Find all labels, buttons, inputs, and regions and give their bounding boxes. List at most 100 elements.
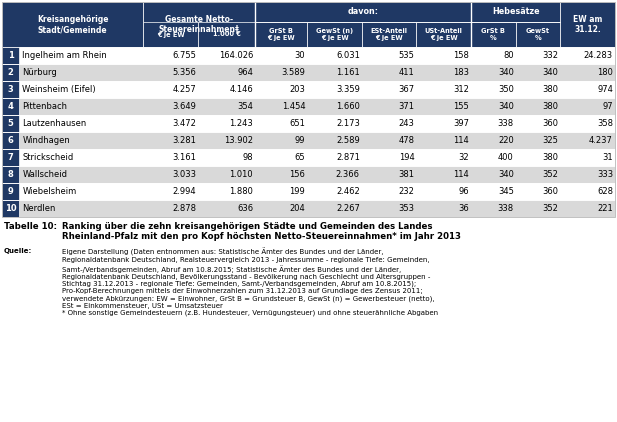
Text: 164.026: 164.026 xyxy=(219,51,253,60)
Bar xyxy=(2,166,19,183)
Text: 114: 114 xyxy=(453,170,469,179)
Text: Lautzenhausen: Lautzenhausen xyxy=(22,119,86,128)
Text: 2.267: 2.267 xyxy=(336,204,360,213)
Text: 4.257: 4.257 xyxy=(172,85,196,94)
Text: 352: 352 xyxy=(542,170,558,179)
Text: 345: 345 xyxy=(498,187,514,196)
Text: Strickscheid: Strickscheid xyxy=(22,153,73,162)
Bar xyxy=(2,64,615,81)
Bar xyxy=(144,22,198,47)
Text: 204: 204 xyxy=(289,204,305,213)
Text: Tabelle 10:: Tabelle 10: xyxy=(4,222,57,231)
Bar xyxy=(2,149,19,166)
Text: 1.000 €: 1.000 € xyxy=(213,32,241,38)
Text: Wiebelsheim: Wiebelsheim xyxy=(22,187,77,196)
Text: Hebesätze: Hebesätze xyxy=(492,8,539,16)
Text: 312: 312 xyxy=(453,85,469,94)
Text: 98: 98 xyxy=(242,153,253,162)
Bar xyxy=(2,2,615,217)
Text: 371: 371 xyxy=(399,102,415,111)
Text: 1.454: 1.454 xyxy=(281,102,305,111)
Text: 3.033: 3.033 xyxy=(172,170,196,179)
Text: 478: 478 xyxy=(399,136,415,145)
Text: Eigene Darstellung (Daten entnommen aus: Statistische Ämter des Bundes und der L: Eigene Darstellung (Daten entnommen aus:… xyxy=(62,248,438,316)
Text: 199: 199 xyxy=(289,187,305,196)
Text: 32: 32 xyxy=(458,153,469,162)
Text: 96: 96 xyxy=(458,187,469,196)
Text: 636: 636 xyxy=(237,204,253,213)
Text: 2.871: 2.871 xyxy=(336,153,360,162)
Text: 651: 651 xyxy=(289,119,305,128)
Bar xyxy=(2,81,615,98)
Text: 360: 360 xyxy=(542,187,558,196)
Text: 358: 358 xyxy=(597,119,613,128)
Text: Nerdlen: Nerdlen xyxy=(22,204,56,213)
Text: EW am
31.12.: EW am 31.12. xyxy=(573,15,602,34)
Text: Ingelheim am Rhein: Ingelheim am Rhein xyxy=(22,51,107,60)
Bar xyxy=(362,22,416,47)
Bar xyxy=(2,81,19,98)
Bar xyxy=(416,22,471,47)
Text: 2.994: 2.994 xyxy=(172,187,196,196)
Bar xyxy=(2,98,19,115)
Text: 7: 7 xyxy=(8,153,14,162)
Text: Kreisangehörige
Stadt/Gemeinde: Kreisangehörige Stadt/Gemeinde xyxy=(37,15,109,34)
Text: 974: 974 xyxy=(597,85,613,94)
Text: 220: 220 xyxy=(498,136,514,145)
Text: 340: 340 xyxy=(498,102,514,111)
Text: 400: 400 xyxy=(498,153,514,162)
Bar xyxy=(2,183,19,200)
Text: 352: 352 xyxy=(542,204,558,213)
Bar xyxy=(2,115,615,132)
Text: 36: 36 xyxy=(458,204,469,213)
Bar xyxy=(307,22,362,47)
Text: 340: 340 xyxy=(498,68,514,77)
Text: 2.173: 2.173 xyxy=(336,119,360,128)
Text: 3.161: 3.161 xyxy=(172,153,196,162)
Bar xyxy=(2,132,19,149)
Text: 114: 114 xyxy=(453,136,469,145)
Bar xyxy=(255,22,307,47)
Text: 2.462: 2.462 xyxy=(336,187,360,196)
Text: 964: 964 xyxy=(238,68,253,77)
Bar xyxy=(471,22,516,47)
Bar xyxy=(2,115,19,132)
Text: 2: 2 xyxy=(8,68,14,77)
Text: 8: 8 xyxy=(8,170,14,179)
Bar xyxy=(2,149,615,166)
Bar xyxy=(2,47,19,64)
Text: 1: 1 xyxy=(8,51,14,60)
Text: 367: 367 xyxy=(399,85,415,94)
Text: 354: 354 xyxy=(238,102,253,111)
Text: 4: 4 xyxy=(8,102,14,111)
Bar xyxy=(2,166,615,183)
Text: Nürburg: Nürburg xyxy=(22,68,57,77)
Text: 5.356: 5.356 xyxy=(172,68,196,77)
Text: 158: 158 xyxy=(453,51,469,60)
Text: 6.031: 6.031 xyxy=(336,51,360,60)
Text: 1.161: 1.161 xyxy=(336,68,360,77)
Text: 380: 380 xyxy=(542,85,558,94)
Text: Gesamte Netto-
Steuereinnahmen‡: Gesamte Netto- Steuereinnahmen‡ xyxy=(159,15,240,34)
Bar xyxy=(2,200,615,217)
Text: 65: 65 xyxy=(295,153,305,162)
Text: 156: 156 xyxy=(289,170,305,179)
Text: 628: 628 xyxy=(597,187,613,196)
Text: 4.146: 4.146 xyxy=(230,85,253,94)
Text: 5: 5 xyxy=(8,119,14,128)
Text: Weinsheim (Eifel): Weinsheim (Eifel) xyxy=(22,85,96,94)
Text: Wallscheid: Wallscheid xyxy=(22,170,67,179)
Text: 2.589: 2.589 xyxy=(336,136,360,145)
Text: 3.472: 3.472 xyxy=(172,119,196,128)
Text: 2.366: 2.366 xyxy=(336,170,360,179)
Text: 3: 3 xyxy=(8,85,14,94)
Text: 232: 232 xyxy=(399,187,415,196)
Text: 333: 333 xyxy=(597,170,613,179)
Bar xyxy=(516,22,560,47)
Text: 340: 340 xyxy=(498,170,514,179)
Text: 535: 535 xyxy=(399,51,415,60)
Text: 221: 221 xyxy=(597,204,613,213)
Text: € je EW: € je EW xyxy=(157,32,184,38)
Text: 3.359: 3.359 xyxy=(336,85,360,94)
Text: 3.589: 3.589 xyxy=(281,68,305,77)
